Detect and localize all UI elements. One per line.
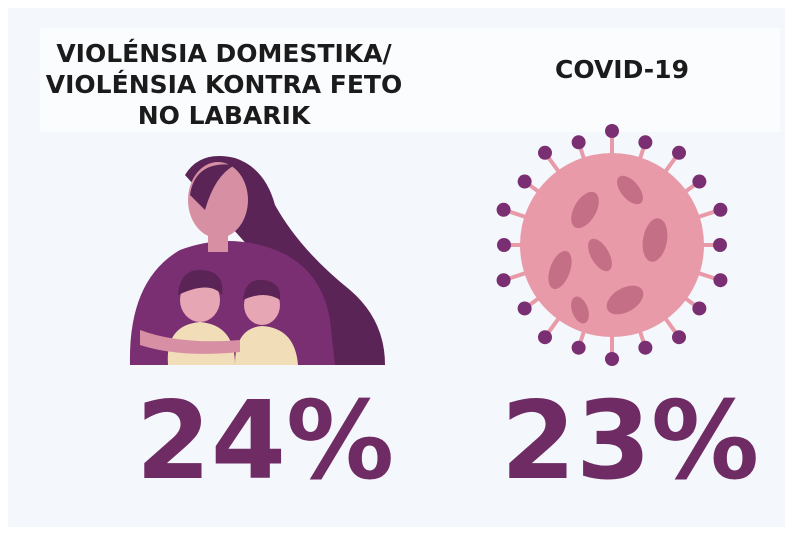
virus-spike-tip bbox=[517, 301, 532, 316]
virus-spike-tip bbox=[672, 145, 687, 160]
percentage-figure: 24% bbox=[136, 379, 395, 504]
virus-spike-tip bbox=[496, 273, 511, 288]
virus-spike-tip bbox=[537, 330, 552, 345]
family-icon bbox=[129, 156, 385, 365]
virus-spike-tip bbox=[605, 352, 619, 366]
header-band bbox=[40, 28, 780, 132]
virus-spike-tip bbox=[713, 202, 728, 217]
virus-body bbox=[520, 153, 704, 337]
virus-spike-tip bbox=[571, 135, 586, 150]
panel-title: COVID-19 bbox=[555, 55, 689, 84]
virus-spike-tip bbox=[605, 124, 619, 138]
virus-spike-tip bbox=[638, 340, 653, 355]
virus-spike-tip bbox=[672, 330, 687, 345]
virus-spike-tip bbox=[713, 273, 728, 288]
virus-spike-tip bbox=[537, 145, 552, 160]
percentage-figure: 23% bbox=[501, 379, 760, 504]
virus-spike-tip bbox=[692, 174, 707, 189]
virus-spike-tip bbox=[713, 238, 727, 252]
virus-spike-tip bbox=[496, 202, 511, 217]
panel-title: VIOLÉNSIA KONTRA FETO bbox=[46, 70, 402, 99]
panel-title: NO LABARIK bbox=[138, 101, 312, 130]
virus-icon bbox=[496, 124, 728, 366]
panel-title: VIOLÉNSIA DOMESTIKA/ bbox=[56, 39, 392, 68]
virus-spike-tip bbox=[517, 174, 532, 189]
virus-spike-tip bbox=[692, 301, 707, 316]
virus-spike-tip bbox=[571, 340, 586, 355]
virus-spike-tip bbox=[497, 238, 511, 252]
virus-spike-tip bbox=[638, 135, 653, 150]
